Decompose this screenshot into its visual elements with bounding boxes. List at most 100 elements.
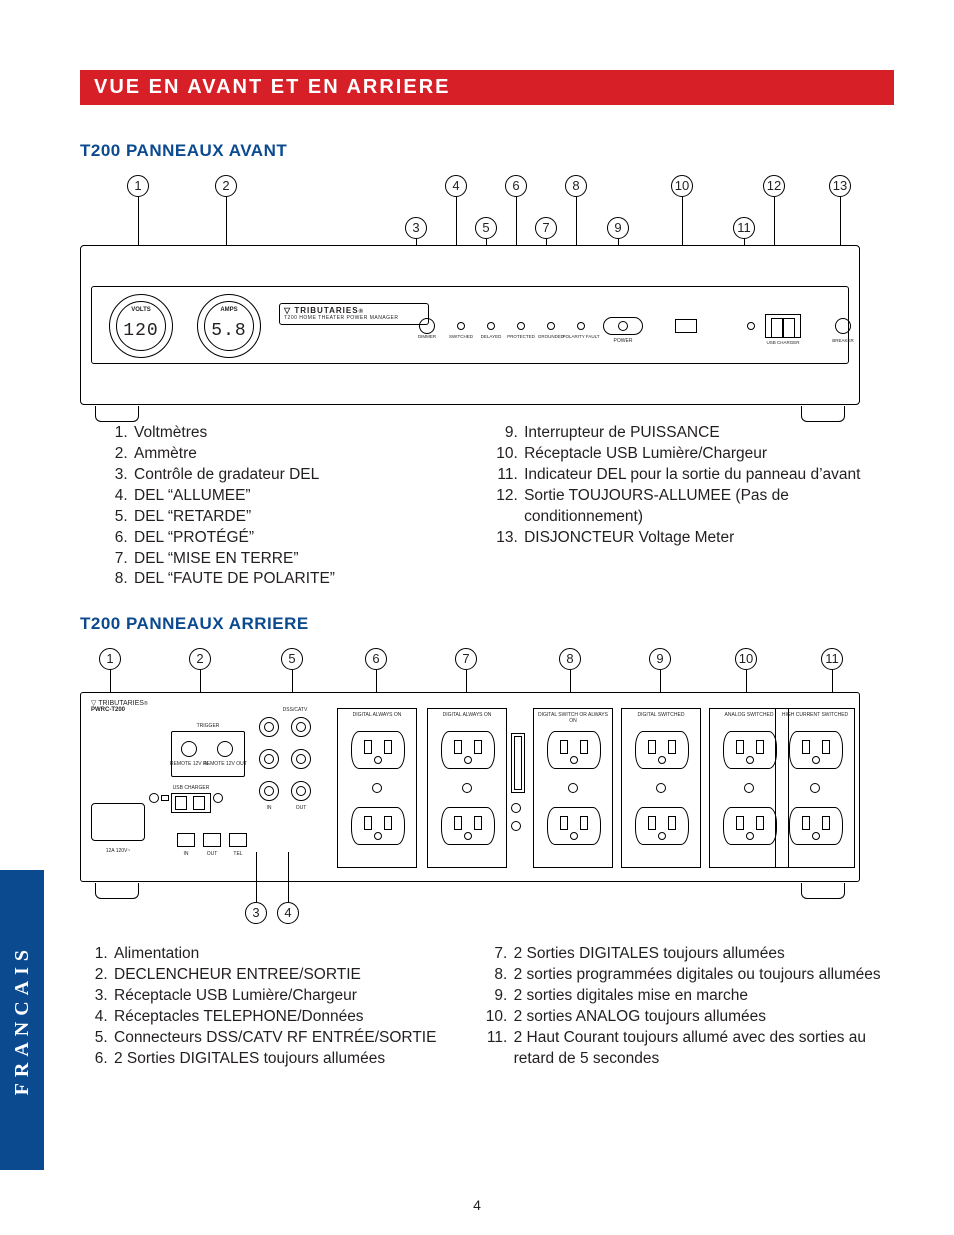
rear-callout-9: 9 <box>649 648 671 670</box>
legend-item: Réceptacles TELEPHONE/Données <box>112 1007 460 1028</box>
rear-callouts-top: 12567891011 <box>80 648 860 692</box>
iec-inlet <box>91 803 145 841</box>
legend-item: Sortie TOUJOURS-ALLUMEE (Pas de conditio… <box>522 486 894 528</box>
led-label-2: DELAYED <box>481 334 502 339</box>
legend-item: Indicateur DEL pour la sortie du panneau… <box>522 465 894 486</box>
brand-sub: T200 HOME THEATER POWER MANAGER <box>284 315 424 321</box>
rear-callout-11: 11 <box>821 648 843 670</box>
rca-3 <box>259 749 279 769</box>
callout-7: 7 <box>535 217 557 239</box>
callout-1: 1 <box>127 175 149 197</box>
page: VUE EN AVANT ET EN ARRIERE T200 PANNEAUX… <box>0 0 954 1235</box>
rear-device-outline: ▽ TRIBUTARIES® PWRC-T200 12A 120V~ TRIGG… <box>80 692 860 882</box>
rear-callouts-bottom: 34 <box>80 882 860 926</box>
legend-item: 2 sorties digitales mise en marche <box>512 986 894 1007</box>
rear-callout-7: 7 <box>455 648 477 670</box>
callout-6: 6 <box>505 175 527 197</box>
rear-legend-right: 2 Sorties DIGITALES toujours allumées2 s… <box>490 944 894 1070</box>
callout-2: 2 <box>215 175 237 197</box>
rf-in-label: IN <box>267 805 272 811</box>
outlet-bank-3: DIGITAL SWITCH OR ALWAYS ON <box>533 708 613 868</box>
usb-rear-label: USB CHARGER <box>173 785 210 791</box>
front-legend-right: Interrupteur de PUISSANCERéceptacle USB … <box>500 423 894 590</box>
tel-in-jack <box>177 833 195 847</box>
voltmeter-value: 120 <box>110 321 172 341</box>
rca-2 <box>291 717 311 737</box>
callout-5: 5 <box>475 217 497 239</box>
dss-label: DSS/CATV <box>283 707 308 713</box>
rear-brand: ▽ TRIBUTARIES® PWRC-T200 <box>91 699 148 713</box>
legend-item: 2 sorties ANALOG toujours allumées <box>512 1007 894 1028</box>
rear-legend-left: AlimentationDECLENCHEUR ENTREE/SORTIE Réc… <box>90 944 460 1070</box>
outlet-bank-6: HIGH CURRENT SWITCHED <box>775 708 855 868</box>
callout-10: 10 <box>671 175 693 197</box>
front-diagram: 12345678910111213 VOLTS 120 AMPS 5.8 ▽ T… <box>80 175 860 405</box>
rear-callout-5: 5 <box>281 648 303 670</box>
remote-out-label: REMOTE 12V OUT <box>203 761 247 767</box>
rear-callout-8: 8 <box>559 648 581 670</box>
brand-plate: ▽ TRIBUTARIES® T200 HOME THEATER POWER M… <box>279 303 429 325</box>
rca-1 <box>259 717 279 737</box>
outlet-bank-4: DIGITAL SWITCHED <box>621 708 701 868</box>
legend-item: Interrupteur de PUISSANCE <box>522 423 894 444</box>
tel-in-label: IN <box>184 851 189 857</box>
rear-callout-4: 4 <box>277 902 299 924</box>
rear-legend: AlimentationDECLENCHEUR ENTREE/SORTIE Réc… <box>90 944 894 1070</box>
front-heading: T200 PANNEAUX AVANT <box>80 141 894 161</box>
callout-9: 9 <box>607 217 629 239</box>
usb-front <box>765 314 801 338</box>
section-banner: VUE EN AVANT ET EN ARRIERE <box>80 70 894 105</box>
dimmer-label: DIMMER <box>418 334 436 339</box>
power-button <box>603 317 643 335</box>
led-switched <box>457 322 465 330</box>
led-protected <box>517 322 525 330</box>
legend-item: DEL “FAUTE DE POLARITE” <box>132 569 470 590</box>
legend-item: 2 Haut Courant toujours allumé avec des … <box>512 1028 894 1070</box>
legend-item: DEL “ALLUMEE” <box>132 486 470 507</box>
tel-out-label: OUT <box>207 851 218 857</box>
tel-label: TEL <box>233 851 242 857</box>
led-grounded <box>547 322 555 330</box>
legend-item: DEL “MISE EN TERRE” <box>132 549 470 570</box>
rca-4 <box>291 749 311 769</box>
outlet-bank-1: DIGITAL ALWAYS ON <box>337 708 417 868</box>
led-label-3: PROTECTED <box>507 334 535 339</box>
trigger-label: TRIGGER <box>197 723 220 729</box>
power-label: POWER <box>614 338 633 344</box>
front-legend: VoltmètresAmmètreContrôle de gradateur D… <box>110 423 894 590</box>
breaker-label: BREAKER <box>832 338 854 343</box>
dimmer-knob <box>419 318 435 334</box>
front-callouts: 12345678910111213 <box>80 175 860 245</box>
callout-4: 4 <box>445 175 467 197</box>
iec-label: 12A 120V~ <box>106 848 131 854</box>
callout-3: 3 <box>405 217 427 239</box>
usb-label: USB CHARGER <box>766 340 799 345</box>
legend-item: Connecteurs DSS/CATV RF ENTRÉE/SORTIE <box>112 1028 460 1049</box>
rear-model: PWRC-T200 <box>91 707 148 713</box>
rear-callout-1: 1 <box>99 648 121 670</box>
legend-item: Contrôle de gradateur DEL <box>132 465 470 486</box>
rear-callout-3: 3 <box>245 902 267 924</box>
legend-item: 2 sorties programmées digitales ou toujo… <box>512 965 894 986</box>
ammeter-gauge: AMPS 5.8 <box>197 294 261 358</box>
callout-11: 11 <box>733 217 755 239</box>
led-delayed <box>487 322 495 330</box>
rca-6 <box>291 781 311 801</box>
breaker <box>835 318 851 334</box>
rear-callout-2: 2 <box>189 648 211 670</box>
led-label-4: GROUNDED <box>538 334 564 339</box>
legend-item: DECLENCHEUR ENTREE/SORTIE <box>112 965 460 986</box>
voltmeter-gauge: VOLTS 120 <box>109 294 173 358</box>
dip-switch <box>511 733 525 793</box>
front-outlet-led <box>675 319 697 333</box>
rear-diagram: 12567891011 ▽ TRIBUTARIES® PWRC-T200 12A… <box>80 648 860 926</box>
front-legend-left: VoltmètresAmmètreContrôle de gradateur D… <box>110 423 470 590</box>
rear-callout-10: 10 <box>735 648 757 670</box>
legend-item: DEL “PROTÉGÉ” <box>132 528 470 549</box>
rf-out-label: OUT <box>296 805 307 811</box>
legend-item: DEL “RETARDE” <box>132 507 470 528</box>
led-label-5: POLARITY FAULT <box>562 334 599 339</box>
voltmeter-label: VOLTS <box>110 307 172 313</box>
front-device-outline: VOLTS 120 AMPS 5.8 ▽ TRIBUTARIES® T200 H… <box>80 245 860 405</box>
legend-item: Alimentation <box>112 944 460 965</box>
